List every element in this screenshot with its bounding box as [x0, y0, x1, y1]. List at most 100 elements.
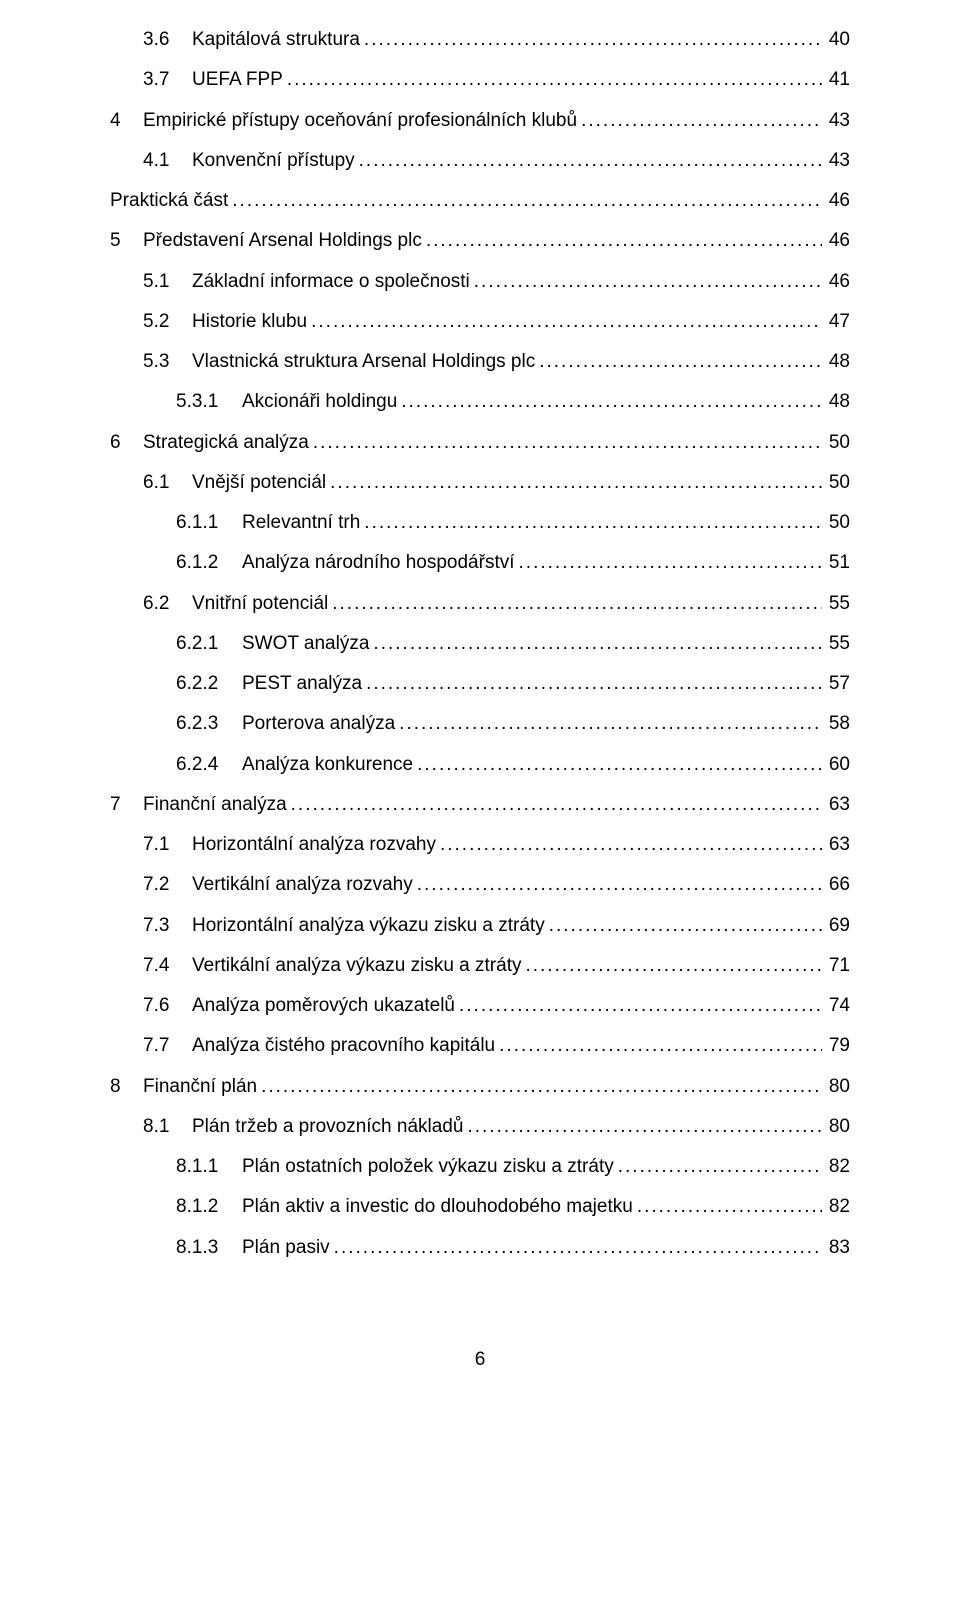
toc-entry-number: 7.1 — [143, 833, 192, 857]
toc-leader-dots — [614, 1155, 822, 1179]
toc-entry-number: 4 — [110, 109, 143, 133]
toc-entry-number: 6.1.2 — [176, 551, 242, 575]
toc-entry-page: 74 — [822, 994, 850, 1018]
toc-entry-title: Horizontální analýza výkazu zisku a ztrá… — [192, 914, 545, 938]
toc-entry-number: 7.2 — [143, 873, 192, 897]
toc-entry-number: 4.1 — [143, 149, 192, 173]
toc-leader-dots — [397, 390, 822, 414]
table-of-contents: 3.6Kapitálová struktura 40 3.7UEFA FPP 41… — [110, 28, 850, 1259]
toc-entry: 7.1Horizontální analýza rozvahy 63 — [110, 833, 850, 857]
toc-entry-page: 40 — [822, 28, 850, 52]
toc-leader-dots — [463, 1115, 822, 1139]
toc-leader-dots — [228, 189, 822, 213]
toc-entry-page: 69 — [822, 914, 850, 938]
toc-entry-title: Plán ostatních položek výkazu zisku a zt… — [242, 1155, 614, 1179]
toc-entry: 8.1.1Plán ostatních položek výkazu zisku… — [110, 1155, 850, 1179]
page-number: 6 — [110, 1349, 850, 1371]
toc-leader-dots — [413, 873, 822, 897]
toc-entry: 4.1Konvenční přístupy 43 — [110, 149, 850, 173]
toc-entry: 5Představení Arsenal Holdings plc 46 — [110, 229, 850, 253]
toc-entry: 3.6Kapitálová struktura 40 — [110, 28, 850, 52]
toc-entry-number: 7.3 — [143, 914, 192, 938]
toc-leader-dots — [633, 1195, 822, 1219]
toc-entry-number: 3.6 — [143, 28, 192, 52]
toc-entry-page: 55 — [822, 592, 850, 616]
toc-entry: 8.1.2Plán aktiv a investic do dlouhodobé… — [110, 1195, 850, 1219]
toc-entry-number: 7.4 — [143, 954, 192, 978]
toc-entry-title: Finanční plán — [143, 1075, 257, 1099]
toc-entry-page: 43 — [822, 109, 850, 133]
toc-entry-number: 8.1 — [143, 1115, 192, 1139]
toc-entry: 7.3Horizontální analýza výkazu zisku a z… — [110, 914, 850, 938]
toc-entry-page: 80 — [822, 1115, 850, 1139]
toc-entry-number: 5.2 — [143, 310, 192, 334]
toc-entry-title: Akcionáři holdingu — [242, 390, 397, 414]
toc-entry-title: Plán tržeb a provozních nákladů — [192, 1115, 463, 1139]
toc-entry-page: 57 — [822, 672, 850, 696]
toc-leader-dots — [495, 1034, 822, 1058]
toc-leader-dots — [470, 270, 822, 294]
toc-entry-page: 66 — [822, 873, 850, 897]
toc-entry: 3.7UEFA FPP 41 — [110, 68, 850, 92]
toc-entry-title: SWOT analýza — [242, 632, 369, 656]
toc-entry-page: 46 — [822, 229, 850, 253]
toc-leader-dots — [326, 471, 822, 495]
toc-entry-title: Konvenční přístupy — [192, 149, 355, 173]
toc-leader-dots — [545, 914, 822, 938]
toc-entry-page: 60 — [822, 753, 850, 777]
toc-entry: 6.1.2Analýza národního hospodářství 51 — [110, 551, 850, 575]
toc-entry: 8.1.3Plán pasiv 83 — [110, 1236, 850, 1260]
toc-entry-page: 51 — [822, 551, 850, 575]
toc-entry-page: 41 — [822, 68, 850, 92]
toc-entry-page: 83 — [822, 1236, 850, 1260]
toc-entry-page: 63 — [822, 833, 850, 857]
toc-entry-title: Relevantní trh — [242, 511, 360, 535]
toc-entry-number: 8 — [110, 1075, 143, 1099]
toc-entry-title: PEST analýza — [242, 672, 362, 696]
toc-leader-dots — [307, 310, 822, 334]
toc-entry-page: 43 — [822, 149, 850, 173]
toc-entry-number: 3.7 — [143, 68, 192, 92]
toc-entry-number: 6 — [110, 431, 143, 455]
toc-entry-number: 8.1.3 — [176, 1236, 242, 1260]
toc-entry-number: 6.1.1 — [176, 511, 242, 535]
toc-entry: 5.3Vlastnická struktura Arsenal Holdings… — [110, 350, 850, 374]
toc-entry-number: 5 — [110, 229, 143, 253]
toc-entry: 6.2.3Porterova analýza 58 — [110, 712, 850, 736]
toc-entry: 6.2.2PEST analýza 57 — [110, 672, 850, 696]
toc-leader-dots — [330, 1236, 822, 1260]
toc-entry-number: 6.1 — [143, 471, 192, 495]
toc-entry: 8Finanční plán 80 — [110, 1075, 850, 1099]
toc-entry-number: 5.3.1 — [176, 390, 242, 414]
toc-entry-number: 6.2.3 — [176, 712, 242, 736]
toc-entry-number: 6.2 — [143, 592, 192, 616]
toc-leader-dots — [257, 1075, 822, 1099]
toc-leader-dots — [395, 712, 822, 736]
toc-leader-dots — [328, 592, 822, 616]
toc-leader-dots — [355, 149, 822, 173]
toc-entry: 7.6Analýza poměrových ukazatelů 74 — [110, 994, 850, 1018]
toc-entry-number: 7 — [110, 793, 143, 817]
toc-entry: 8.1Plán tržeb a provozních nákladů 80 — [110, 1115, 850, 1139]
toc-leader-dots — [362, 672, 822, 696]
toc-entry-page: 47 — [822, 310, 850, 334]
toc-entry-page: 48 — [822, 390, 850, 414]
toc-leader-dots — [360, 28, 822, 52]
toc-leader-dots — [360, 511, 822, 535]
toc-entry-title: Strategická analýza — [143, 431, 309, 455]
toc-entry-title: Analýza konkurence — [242, 753, 413, 777]
toc-entry-page: 71 — [822, 954, 850, 978]
toc-entry-title: Kapitálová struktura — [192, 28, 360, 52]
toc-entry-title: Horizontální analýza rozvahy — [192, 833, 436, 857]
toc-leader-dots — [422, 229, 822, 253]
toc-entry: 7Finanční analýza 63 — [110, 793, 850, 817]
toc-entry-number: 7.6 — [143, 994, 192, 1018]
toc-entry-page: 82 — [822, 1155, 850, 1179]
toc-entry-number: 6.2.4 — [176, 753, 242, 777]
toc-leader-dots — [413, 753, 822, 777]
toc-leader-dots — [436, 833, 822, 857]
toc-entry: 5.1Základní informace o společnosti 46 — [110, 270, 850, 294]
toc-entry-page: 63 — [822, 793, 850, 817]
toc-entry: 6.2Vnitřní potenciál 55 — [110, 592, 850, 616]
toc-leader-dots — [455, 994, 822, 1018]
